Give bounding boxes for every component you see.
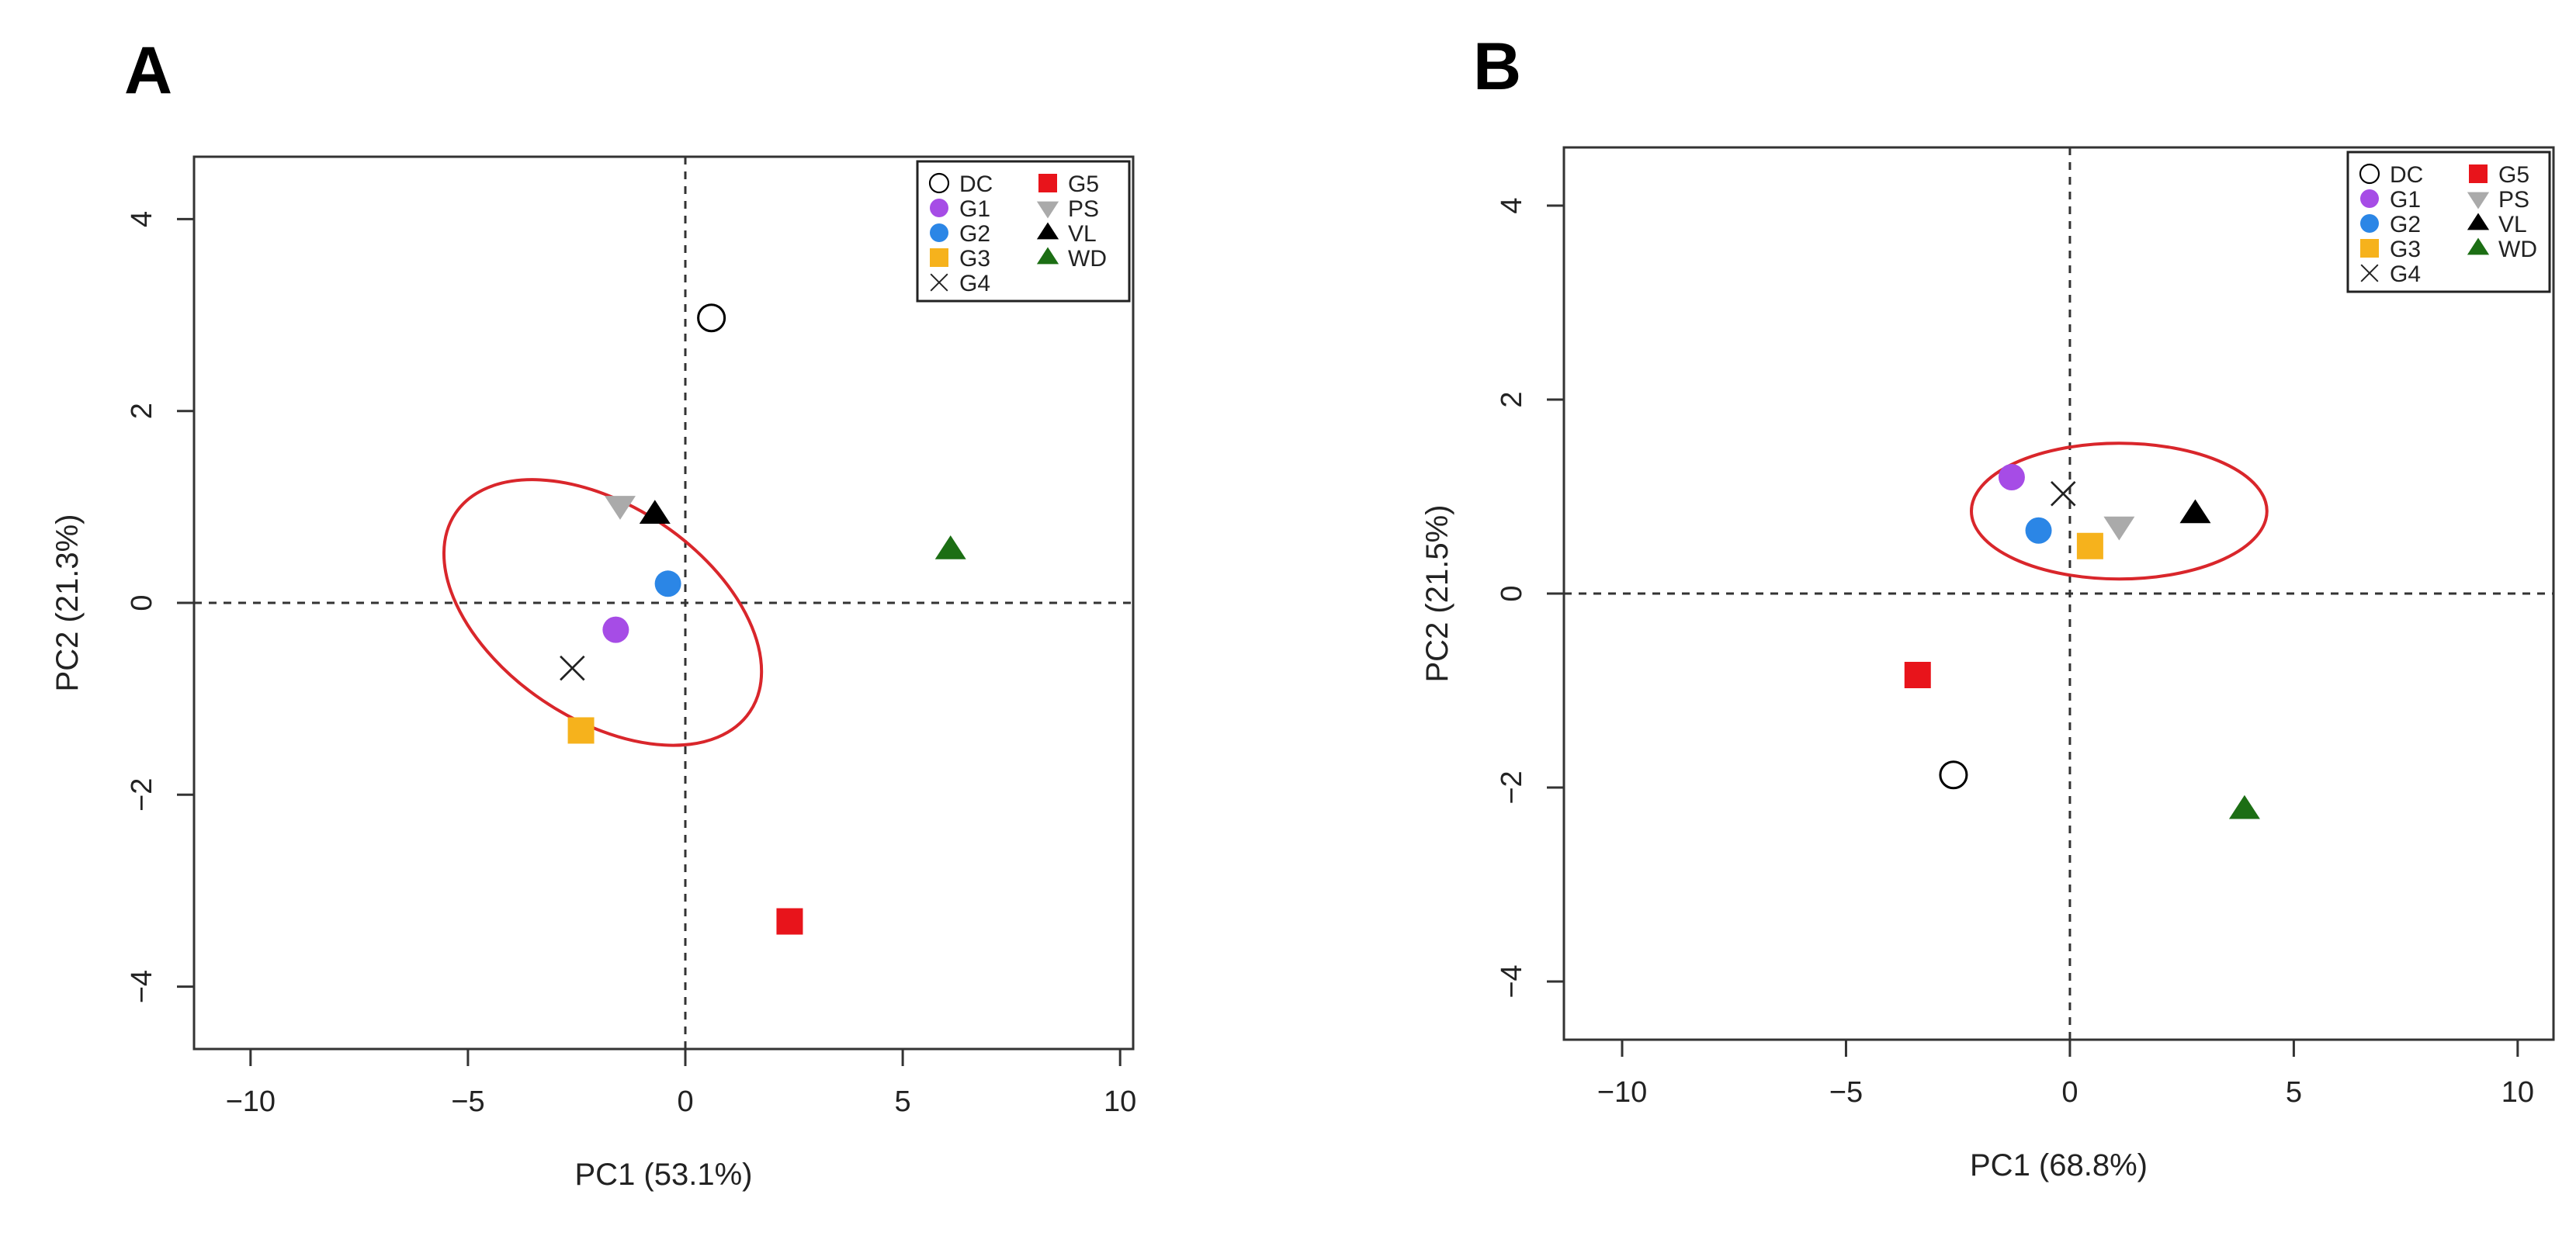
x-tick-label: 0	[677, 1085, 693, 1118]
legend-label-wd: WD	[1068, 246, 1107, 272]
legend-marker-g4	[930, 273, 948, 292]
legend-box	[916, 160, 1131, 303]
point-g5	[1904, 662, 1931, 688]
x-tick-label: 10	[1104, 1085, 1136, 1118]
point-g5	[776, 908, 803, 935]
x-tick-label: −10	[226, 1085, 276, 1118]
x-tick-label: −5	[1829, 1076, 1863, 1109]
point-g1	[1998, 464, 2025, 490]
legend-label-g5: G5	[2498, 162, 2529, 188]
legend-marker-g2	[930, 223, 948, 242]
legend-marker-g1	[2360, 189, 2379, 208]
y-tick-label: 2	[1496, 391, 1528, 407]
point-g4	[560, 655, 585, 681]
x-tick-label: 10	[2501, 1076, 2534, 1109]
legend-label-g2: G2	[959, 221, 990, 247]
y-tick-label: 4	[126, 211, 158, 227]
legend-label-vl: VL	[2498, 212, 2527, 237]
legend-marker-vl	[2467, 213, 2490, 230]
legend-label-g5: G5	[1068, 171, 1099, 197]
legend-marker-g2	[2360, 214, 2379, 233]
legend-label-g3: G3	[959, 246, 990, 272]
point-wd	[2228, 795, 2260, 819]
point-g3	[567, 717, 595, 744]
point-g3	[2076, 532, 2103, 559]
legend-label-dc: DC	[2390, 162, 2423, 188]
legend-marker-vl	[1036, 222, 1059, 240]
legend-marker-g3	[2360, 239, 2379, 258]
y-tick-label: −4	[126, 970, 158, 1003]
legend-box	[2346, 151, 2551, 293]
point-ps	[2103, 516, 2135, 541]
point-dc	[1939, 760, 1968, 790]
panel-b: −10 −5 0 5 10 −4 −2 0 2 4 PC1 (68.8%) PC2 (21.5%) DC…	[1420, 146, 2555, 1182]
cluster-ellipse	[442, 478, 764, 747]
legend-label-g2: G2	[2390, 212, 2421, 237]
cluster-ellipse	[1970, 441, 2269, 581]
y-tick-label: 0	[126, 594, 158, 611]
x-tick-label: −5	[451, 1085, 484, 1118]
legend-label-wd: WD	[2498, 237, 2537, 262]
panel-letter-b: B	[1473, 29, 1521, 104]
y-tick-label: −2	[126, 778, 158, 812]
y-axis-label: PC2 (21.5%)	[1420, 505, 1454, 683]
point-dc	[697, 303, 726, 333]
legend-label-ps: PS	[1068, 196, 1099, 222]
legend-label-g1: G1	[959, 196, 990, 222]
legend-label-dc: DC	[959, 171, 993, 197]
y-tick-label: 2	[126, 403, 158, 419]
legend-marker-dc	[2359, 163, 2380, 185]
y-tick-label: −4	[1496, 964, 1528, 998]
y-axis-label: PC2 (21.3%)	[50, 514, 85, 692]
x-tick-label: 5	[2286, 1076, 2302, 1109]
point-wd	[934, 535, 966, 559]
point-vl	[2179, 499, 2211, 524]
legend-label-g4: G4	[959, 271, 990, 296]
point-g1	[602, 616, 629, 643]
legend-marker-g1	[930, 199, 948, 217]
y-tick-label: 4	[1496, 197, 1528, 213]
y-tick-label: 0	[1496, 585, 1528, 601]
legend-marker-dc	[928, 172, 950, 194]
legend-label-g3: G3	[2390, 237, 2421, 262]
legend-marker-g3	[930, 248, 948, 267]
legend-label-g4: G4	[2390, 261, 2421, 287]
legend-marker-g5	[1038, 174, 1057, 192]
panel-a: −10 −5 0 5 10 −4 −2 0 2 4 PC1 (53.1%) PC2 (21.3%) DC…	[50, 155, 1136, 1192]
legend-label-vl: VL	[1068, 221, 1097, 247]
x-axis-label: PC1 (68.8%)	[1970, 1148, 2148, 1182]
legend-marker-wd	[1036, 247, 1059, 265]
point-g2	[2025, 517, 2052, 544]
legend-marker-ps	[2467, 192, 2490, 209]
x-axis-label: PC1 (53.1%)	[575, 1158, 753, 1192]
y-tick-label: −2	[1496, 770, 1528, 804]
legend-marker-ps	[1036, 201, 1059, 219]
legend-label-g1: G1	[2390, 187, 2421, 213]
point-vl	[639, 500, 671, 525]
point-ps	[604, 496, 636, 520]
x-tick-label: 0	[2061, 1076, 2078, 1109]
x-tick-label: 5	[895, 1085, 911, 1118]
panel-letter-a: A	[124, 33, 172, 108]
legend-label-ps: PS	[2498, 187, 2529, 213]
legend-marker-wd	[2467, 237, 2490, 255]
legend-marker-g4	[2360, 264, 2379, 282]
point-g4	[2051, 480, 2076, 507]
legend-marker-g5	[2469, 164, 2488, 183]
point-g2	[654, 570, 681, 597]
x-tick-label: −10	[1597, 1076, 1647, 1109]
